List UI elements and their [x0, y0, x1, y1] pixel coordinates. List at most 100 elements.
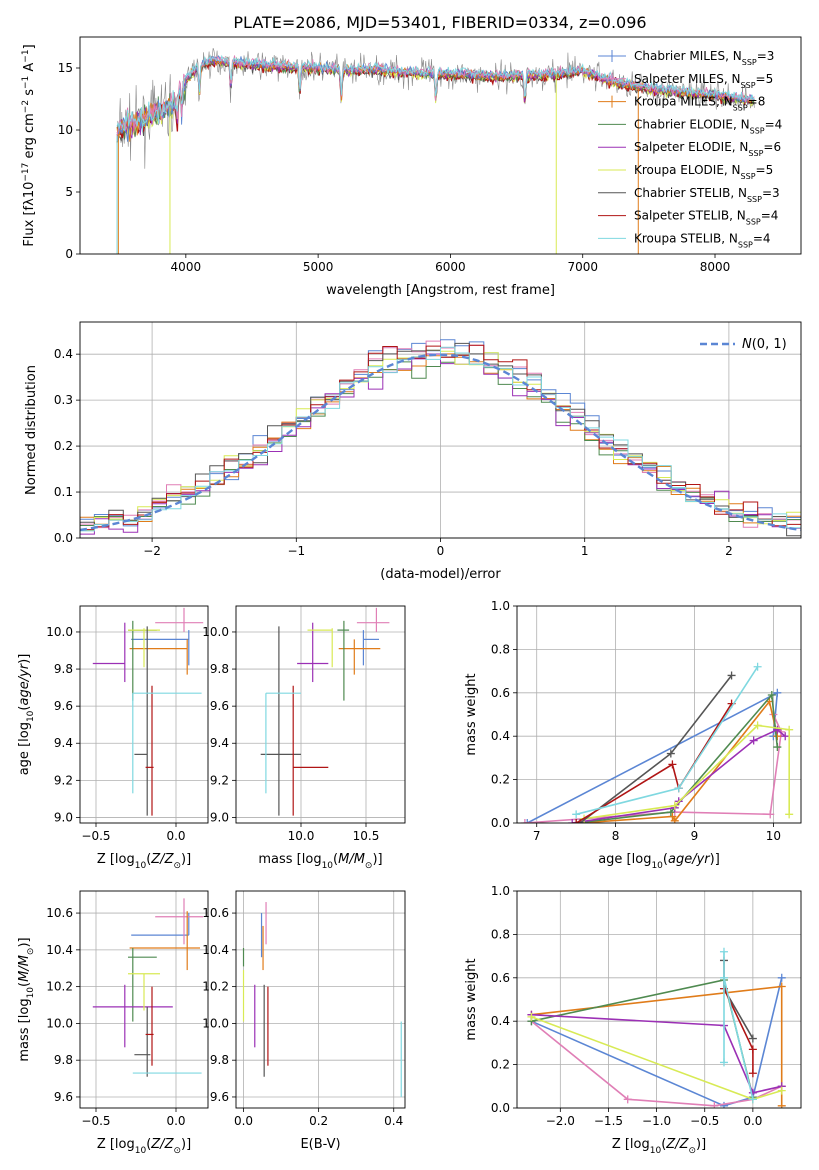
axis-label-part: Z/Z	[665, 1137, 689, 1152]
axes-frame	[79, 605, 209, 824]
axis-label-part: )]	[17, 654, 32, 664]
legend-entry: Salpeter MILES, NSSP=5	[598, 72, 773, 89]
x-tick-label: 4000	[171, 260, 202, 274]
y-axis-label-sup: −17	[21, 163, 31, 182]
axis-label-part: )]	[181, 852, 191, 867]
weight-marker-chabrier_elodie	[767, 690, 776, 699]
weight-marker-kroupa_elodie	[527, 1012, 536, 1021]
x-tick-label: 10.5	[353, 829, 380, 843]
weight-line-kroupa_stelib	[723, 951, 754, 1100]
axis-label-part: ⊙	[173, 1146, 181, 1156]
y-tick-label: 9.2	[210, 773, 229, 787]
age_vs_mass-panel: 10.0 10.5 9.0 9.2 9.4 9.6 9.8 10.0 mass [log10(M…	[202, 605, 406, 871]
residuals-marks	[80, 339, 801, 538]
y-tick-label: 0.8	[491, 642, 510, 656]
x-tick-label: 10.0	[288, 829, 315, 843]
axis-label-part: )]	[710, 852, 720, 867]
weight-marker-kroupa_stelib	[719, 1058, 728, 1067]
legend-label-tail: =3	[762, 186, 780, 200]
axis-label-part: Z [log	[97, 1137, 135, 1152]
y-axis-label: mass weight	[464, 958, 479, 1040]
y-axis-label: mass [log10(M/M⊙)]	[17, 937, 36, 1061]
y-tick-label: 0.4	[491, 729, 510, 743]
y-axis-label: mass weight	[464, 673, 479, 755]
y-tick-label: 0.6	[491, 971, 510, 985]
y-tick-label: 10	[58, 123, 73, 137]
weight-marker-salpeter_miles	[520, 819, 529, 823]
x-axis-label: Z [log10(Z/Z⊙)]	[97, 852, 191, 871]
weight-marker-salpeter_miles	[766, 810, 775, 819]
axis-label-part: age/yr	[668, 852, 711, 867]
x-tick-label: 0.0	[166, 1114, 185, 1128]
legend-label-sub: SSP	[742, 58, 757, 67]
y-tick-label: 10.2	[202, 980, 229, 994]
legend-label: N(0, 1)	[742, 337, 787, 352]
x-tick-label: −1.0	[642, 1114, 671, 1128]
axes-frame	[235, 605, 406, 824]
y-axis-label-part: ]	[22, 44, 37, 49]
y-axis-label: age [log10(age/yr)]	[17, 654, 36, 776]
axis-label-part: )]	[372, 852, 382, 867]
histogram-kroupa_stelib	[80, 346, 801, 538]
weight-line-salpeter_elodie	[531, 1013, 782, 1094]
weight-line-chabrier_elodie	[531, 979, 754, 1098]
weight-marker-chabrier_stelib	[748, 1034, 757, 1043]
y-axis-label: Normed distribution	[24, 365, 39, 495]
y-axis-label: Flux [fλ10−17 erg cm−2 s−1 A−1]	[21, 44, 37, 246]
axis-label-part: Z/Z	[150, 852, 174, 867]
y-tick-label: 0.0	[54, 531, 73, 545]
axis-label-part: 10	[26, 710, 36, 722]
axis-label-part: ⊙	[365, 861, 373, 871]
axis-label-part: ⊙	[26, 948, 36, 956]
x-tick-label: 0.4	[384, 1114, 403, 1128]
x-tick-label: 0.0	[234, 1114, 253, 1128]
legend-label-args: (0, 1)	[752, 337, 787, 352]
axes-frame	[79, 321, 802, 539]
legend-label: Chabrier ELODIE, NSSP=4	[634, 117, 782, 135]
weight-marker-kroupa_elodie	[785, 810, 794, 819]
legend-entry: Salpeter ELODIE, NSSP=6	[598, 140, 781, 158]
x-axis-label: E(B-V)	[300, 1137, 340, 1152]
y-tick-label: 0	[65, 247, 73, 261]
axis-label-part: )]	[17, 937, 32, 947]
x-tick-label: 10	[766, 829, 781, 843]
legend-entry: Kroupa MILES, NSSP=8	[598, 95, 766, 112]
y-tick-label: 10.0	[202, 625, 229, 639]
x-tick-label: −2	[143, 544, 161, 558]
x-tick-label: −2.0	[546, 1114, 575, 1128]
weight_vs_Z-marks	[527, 947, 786, 1108]
axis-label-part: Z/Z	[150, 1137, 174, 1152]
axis-label-part: 10	[135, 861, 147, 871]
weight-line-salpeter_stelib	[575, 703, 733, 823]
y-tick-label: 10.4	[202, 943, 229, 957]
mass_vs_ebv-marks	[242, 902, 402, 1097]
weight-marker-salpeter_stelib	[572, 819, 581, 823]
x-axis-label: Z [log10(Z/Z⊙)]	[97, 1137, 191, 1156]
normal-curve-line	[80, 353, 801, 532]
y-tick-label: 10.2	[46, 980, 73, 994]
axis-label-part: mass [log	[258, 852, 321, 867]
weight-marker-kroupa_miles	[777, 1101, 786, 1108]
y-tick-label: 10.0	[202, 1016, 229, 1030]
age_vs_Z-marks	[92, 607, 204, 816]
mass_vs_ebv-panel: 0.0 0.2 0.4 9.6 9.8 10.0 10.2 10.4 10.6 E(B-V)	[202, 890, 406, 1152]
legend-entry: Kroupa STELIB, NSSP=4	[598, 231, 771, 249]
axis-label-part: (	[663, 852, 668, 867]
weight-marker-kroupa_elodie	[785, 725, 794, 734]
x-tick-label: 0.0	[166, 829, 185, 843]
legend-label-tail: =8	[748, 95, 766, 109]
y-tick-label: 9.8	[210, 1053, 229, 1067]
axis-label-part: (	[17, 706, 32, 711]
legend-label-sub: SSP	[738, 240, 753, 249]
spectrum-marks	[116, 47, 755, 254]
weight-marker-kroupa_stelib	[719, 947, 728, 956]
x-tick-label: 0.2	[309, 1114, 328, 1128]
y-tick-label: 10.6	[202, 906, 229, 920]
axis-label-part: 10	[322, 861, 334, 871]
legend-label-sub: SSP	[747, 194, 762, 203]
weight-marker-chabrier_stelib	[727, 671, 736, 680]
legend-entry: N(0, 1)	[700, 337, 787, 352]
